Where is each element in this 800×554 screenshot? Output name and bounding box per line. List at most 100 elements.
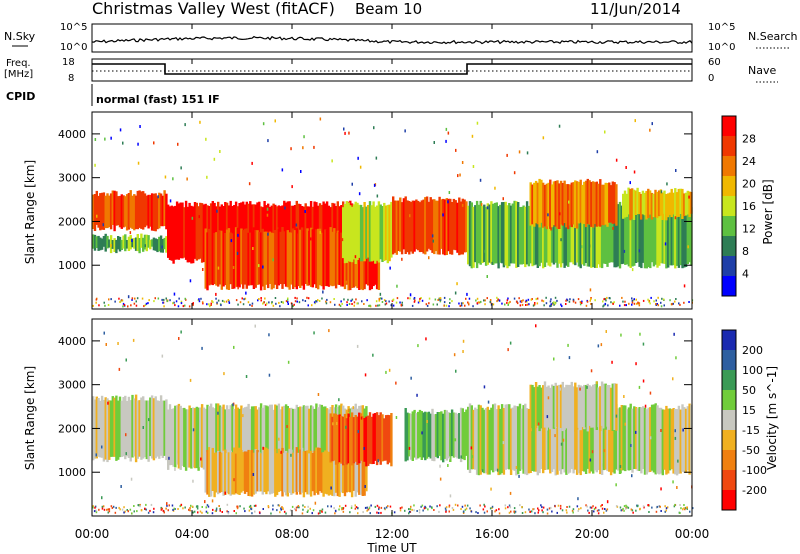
- data-cell: [340, 232, 343, 287]
- ground-scatter-speckle: [375, 300, 378, 303]
- data-cell: [238, 408, 241, 470]
- data-cell: [134, 195, 138, 230]
- colorbar-tick-label: 50: [742, 384, 756, 397]
- ground-scatter-speckle: [283, 510, 286, 513]
- noise-speckle: [358, 192, 361, 196]
- ground-scatter-speckle: [302, 299, 304, 302]
- ground-scatter-speckle: [605, 299, 607, 302]
- data-cell: [661, 192, 664, 220]
- data-cell: [158, 400, 161, 459]
- data-cell: [458, 413, 461, 459]
- noise-speckle: [192, 479, 194, 483]
- ground-scatter-speckle: [551, 510, 553, 513]
- data-cell: [93, 194, 97, 231]
- data-cell: [649, 206, 652, 269]
- data-cell: [263, 201, 266, 263]
- data-cell: [106, 193, 109, 229]
- ground-scatter-speckle: [333, 507, 335, 510]
- ground-scatter-speckle: [346, 304, 348, 306]
- noise-speckle: [619, 465, 622, 468]
- data-cell: [624, 206, 627, 265]
- noise-speckle: [127, 295, 130, 299]
- ground-scatter-speckle: [182, 507, 184, 510]
- noise-speckle: [286, 425, 288, 428]
- ground-scatter-speckle: [686, 507, 688, 510]
- data-cell: [558, 183, 561, 229]
- ground-scatter-speckle: [106, 508, 108, 511]
- ground-scatter-speckle: [656, 303, 658, 305]
- ground-scatter-speckle: [659, 505, 661, 508]
- noise-speckle: [674, 429, 676, 433]
- ground-scatter-speckle: [438, 510, 440, 513]
- noise-speckle: [487, 400, 490, 404]
- ground-scatter-speckle: [577, 509, 579, 512]
- data-cell: [93, 234, 97, 251]
- noise-speckle: [466, 292, 468, 296]
- noise-speckle: [439, 477, 442, 481]
- data-cell: [636, 201, 639, 263]
- ground-scatter-speckle: [202, 302, 204, 305]
- data-cell: [643, 204, 647, 269]
- data-cell: [259, 403, 263, 470]
- ground-scatter-speckle: [438, 297, 440, 300]
- ground-scatter-speckle: [477, 512, 479, 514]
- ground-scatter-speckle: [572, 508, 575, 511]
- ground-scatter-speckle: [161, 507, 163, 510]
- ground-scatter-speckle: [376, 511, 378, 514]
- ground-scatter-speckle: [304, 506, 306, 508]
- ground-scatter-speckle: [656, 505, 658, 508]
- data-cell: [522, 405, 525, 474]
- ground-scatter-speckle: [253, 504, 256, 507]
- data-cell: [102, 399, 106, 462]
- ground-scatter-speckle: [483, 503, 485, 506]
- data-cell: [568, 384, 572, 427]
- ground-scatter-speckle: [330, 505, 332, 508]
- ground-scatter-speckle: [250, 508, 253, 511]
- ground-scatter-speckle: [233, 510, 235, 512]
- ground-scatter-speckle: [509, 300, 511, 303]
- ground-scatter-speckle: [627, 506, 630, 509]
- ground-scatter-speckle: [381, 297, 383, 300]
- ground-scatter-speckle: [635, 298, 637, 301]
- data-cell: [533, 201, 536, 266]
- data-cell: [420, 200, 423, 252]
- ground-scatter-speckle: [657, 304, 659, 307]
- ground-scatter-speckle: [162, 509, 165, 512]
- data-cell: [206, 232, 209, 291]
- noise-speckle: [615, 158, 618, 162]
- data-cell: [108, 195, 111, 228]
- data-cell: [245, 406, 248, 470]
- data-cell: [602, 383, 606, 429]
- data-cell: [308, 453, 311, 495]
- data-cell: [668, 408, 672, 471]
- data-cell: [492, 203, 495, 265]
- ground-scatter-speckle: [294, 296, 296, 299]
- noise-speckle: [483, 385, 486, 389]
- data-cell: [617, 408, 620, 471]
- data-cell: [559, 407, 563, 475]
- ground-scatter-speckle: [306, 296, 308, 299]
- data-cell: [561, 381, 564, 432]
- ground-scatter-speckle: [566, 511, 568, 514]
- noise-speckle: [290, 147, 292, 151]
- ground-scatter-speckle: [384, 303, 387, 306]
- ground-scatter-speckle: [542, 506, 545, 509]
- data-cell: [229, 450, 232, 496]
- noise-speckle: [341, 238, 344, 242]
- data-cell: [209, 228, 213, 285]
- ground-scatter-speckle: [388, 300, 390, 303]
- ground-scatter-speckle: [350, 507, 353, 509]
- ground-scatter-speckle: [521, 303, 524, 306]
- noise-speckle: [547, 396, 550, 400]
- noise-speckle: [177, 450, 180, 454]
- ground-scatter-speckle: [108, 510, 111, 513]
- data-cell: [650, 206, 654, 263]
- data-cell: [136, 190, 139, 230]
- data-cell: [529, 205, 532, 264]
- data-cell: [167, 204, 170, 258]
- data-cell: [581, 200, 584, 265]
- noise-speckle: [633, 170, 636, 174]
- noise-speckle: [449, 494, 452, 498]
- data-cell: [583, 181, 586, 224]
